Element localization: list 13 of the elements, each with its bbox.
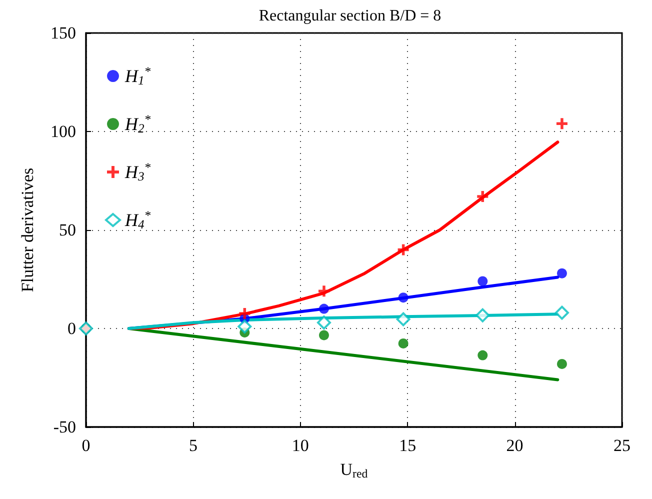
x-tick-label: 15 xyxy=(399,436,416,455)
y-tick-label: 50 xyxy=(59,220,76,240)
y-tick-label: 100 xyxy=(50,122,76,141)
y-tick-label: 0 xyxy=(68,319,76,338)
x-tick-label: 0 xyxy=(82,436,90,455)
y-tick-label: -50 xyxy=(53,418,76,436)
x-tick-label: 5 xyxy=(188,436,198,455)
x-tick-label: 25 xyxy=(614,436,630,455)
y-tick-label: 150 xyxy=(50,24,76,42)
x-tick-label: 10 xyxy=(292,436,309,455)
y-axis-title: Flutter derivatives xyxy=(18,168,37,292)
x-tick-label: 20 xyxy=(506,436,524,455)
chart-title: Rectangular section B/D = 8 xyxy=(258,8,442,24)
